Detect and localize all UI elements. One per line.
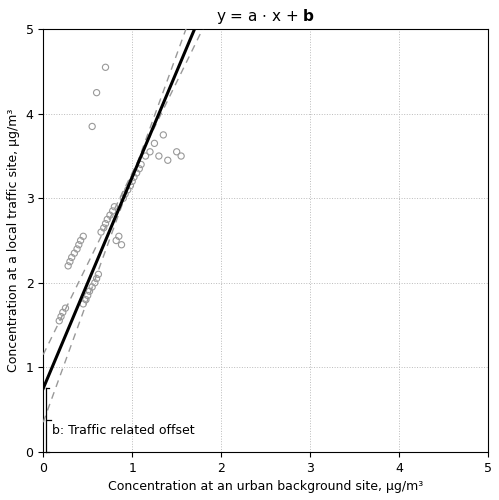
Point [173,148,181,156]
Point [126,182,134,190]
Point [133,169,141,177]
Point [106,211,114,219]
Point [124,186,132,194]
Point [164,156,172,164]
Point [76,236,84,244]
Point [150,140,158,147]
Title: y = a $\cdot$ x + $\bf{b}$: y = a $\cdot$ x + $\bf{b}$ [216,7,315,26]
Point [135,164,143,172]
Point [128,178,136,186]
Point [112,236,120,244]
Point [79,232,87,240]
Point [137,160,145,168]
Point [155,152,163,160]
Point [57,312,65,320]
Point [97,228,105,236]
Point [59,308,67,316]
Point [118,241,126,249]
Point [88,122,96,130]
Point [73,245,81,253]
Point [94,270,102,278]
Point [119,194,127,202]
Point [101,220,109,228]
Point [79,300,87,308]
Point [100,224,108,232]
Point [68,254,76,262]
Point [61,304,69,312]
Point [93,274,101,282]
Y-axis label: Concentration at a local traffic site, µg/m³: Concentration at a local traffic site, µ… [7,109,20,372]
Point [159,131,167,139]
Point [66,258,74,266]
Point [70,249,78,257]
X-axis label: Concentration at an urban background site, µg/m³: Concentration at an urban background sit… [108,480,423,493]
Text: b: Traffic related offset: b: Traffic related offset [52,424,195,437]
Point [146,148,154,156]
Point [85,287,93,295]
Point [177,152,185,160]
Point [121,190,129,198]
Point [82,296,90,304]
Point [64,262,72,270]
Point [84,292,92,300]
Point [115,232,123,240]
Point [93,88,101,96]
Point [55,317,63,325]
Point [109,207,117,215]
Point [142,152,150,160]
Point [130,173,138,181]
Point [103,216,111,224]
Point [91,279,99,287]
Point [88,283,96,291]
Point [110,202,118,210]
Point [75,241,83,249]
Point [101,64,109,72]
